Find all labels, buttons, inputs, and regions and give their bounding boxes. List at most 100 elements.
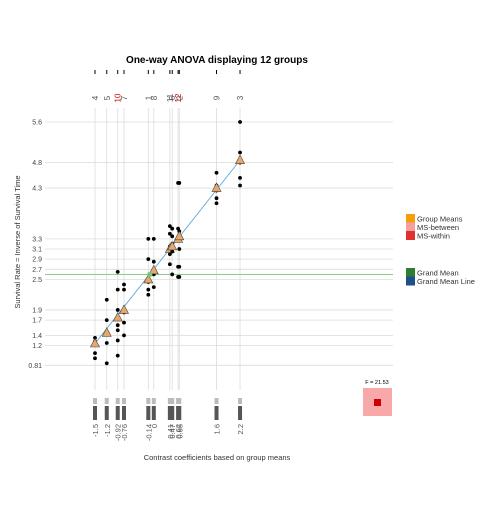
y-tick-label: 2.7 bbox=[32, 267, 42, 274]
group-mean-marker bbox=[113, 313, 122, 322]
data-point bbox=[116, 328, 120, 332]
data-point bbox=[105, 298, 109, 302]
data-point bbox=[177, 275, 181, 279]
spread-bar-upper bbox=[152, 398, 156, 404]
y-tick-label: 0.81 bbox=[28, 363, 42, 370]
x-contrast-label: 0.65 bbox=[175, 424, 184, 439]
data-point bbox=[122, 321, 126, 325]
spread-bar-upper bbox=[215, 398, 219, 404]
y-tick-label: 1.2 bbox=[32, 343, 42, 350]
data-point bbox=[116, 288, 120, 292]
y-tick-label: 2.5 bbox=[32, 277, 42, 284]
spread-bar-upper bbox=[122, 398, 126, 404]
point-layer bbox=[91, 120, 245, 365]
spread-bar-lower bbox=[215, 406, 219, 420]
data-point bbox=[238, 184, 242, 188]
ms-within-square bbox=[374, 399, 381, 406]
x-contrast-label: -1.2 bbox=[103, 424, 112, 437]
spread-bar-lower bbox=[93, 406, 97, 420]
group-mean-marker bbox=[120, 305, 129, 314]
f-statistic-box: F = 21.53 bbox=[363, 380, 392, 416]
y-tick-label: 3.1 bbox=[32, 247, 42, 254]
data-point bbox=[238, 120, 242, 124]
data-point bbox=[177, 247, 181, 251]
data-point bbox=[116, 354, 120, 358]
spread-bar-upper bbox=[238, 398, 242, 404]
spread-bar-upper bbox=[93, 398, 97, 404]
group-top-label: 8 bbox=[150, 95, 159, 100]
spread-bar-lower bbox=[152, 406, 156, 420]
group-mean-marker bbox=[236, 155, 245, 164]
x-axis-label: Contrast coefficients based on group mea… bbox=[144, 453, 291, 462]
spread-bar-upper bbox=[105, 398, 109, 404]
spread-bar-lower bbox=[105, 406, 109, 420]
data-point bbox=[170, 227, 174, 231]
spread-bar-lower bbox=[146, 406, 150, 420]
group-top-label: 2 bbox=[175, 95, 184, 100]
data-point bbox=[170, 234, 174, 238]
group-top-label: 4 bbox=[91, 95, 100, 100]
data-point bbox=[146, 257, 150, 261]
data-point bbox=[116, 308, 120, 312]
spread-bar-upper bbox=[146, 398, 150, 404]
group-top-label: 7 bbox=[120, 95, 129, 100]
legend-label: MS-within bbox=[417, 232, 450, 241]
x-contrast-label: 0 bbox=[150, 424, 159, 428]
data-point bbox=[116, 323, 120, 327]
data-point bbox=[122, 333, 126, 337]
y-tick-label: 3.3 bbox=[32, 236, 42, 243]
data-point bbox=[146, 237, 150, 241]
data-point bbox=[238, 151, 242, 155]
x-contrast-label: 2.2 bbox=[236, 424, 245, 434]
chart-title: One-way ANOVA displaying 12 groups bbox=[126, 55, 308, 66]
data-point bbox=[122, 288, 126, 292]
data-point bbox=[146, 293, 150, 297]
data-point bbox=[238, 176, 242, 180]
data-point bbox=[116, 270, 120, 274]
f-statistic-label: F = 21.53 bbox=[365, 380, 388, 386]
legend-swatch bbox=[406, 223, 415, 232]
y-tick-label: 2.9 bbox=[32, 257, 42, 264]
grand-mean-point bbox=[147, 272, 152, 277]
data-point bbox=[177, 265, 181, 269]
data-point bbox=[170, 273, 174, 277]
spread-bar-lower bbox=[116, 406, 120, 420]
legend-swatch bbox=[406, 268, 415, 277]
x-contrast-label: 1.6 bbox=[213, 424, 222, 434]
x-contrast-label: -0.76 bbox=[120, 424, 129, 441]
data-point bbox=[152, 260, 156, 264]
data-point bbox=[215, 196, 219, 200]
data-point bbox=[105, 341, 109, 345]
legend-swatch bbox=[406, 231, 415, 240]
spread-bar-lower bbox=[177, 406, 181, 420]
data-point bbox=[168, 262, 172, 266]
group-mean-marker bbox=[212, 183, 221, 192]
label-layer: 0.81 1.2 1.4 1.7 1.9 2.5 2.7 2.9 3.1 3.3 4.3 4.8 5.6… bbox=[28, 70, 245, 441]
data-point bbox=[152, 237, 156, 241]
data-point bbox=[105, 361, 109, 365]
legend-label: Grand Mean Line bbox=[417, 277, 475, 286]
data-point bbox=[215, 201, 219, 205]
spread-bar-lower bbox=[170, 406, 174, 420]
group-top-label: 5 bbox=[103, 95, 112, 100]
y-tick-label: 1.4 bbox=[32, 333, 42, 340]
y-axis-label: Survival Rate = Inverse of Survival Time bbox=[13, 175, 22, 308]
spread-bar-upper bbox=[170, 398, 174, 404]
legend-swatch bbox=[406, 277, 415, 286]
x-contrast-label: -1.5 bbox=[91, 424, 100, 437]
data-point bbox=[215, 171, 219, 175]
data-point bbox=[93, 351, 97, 355]
spread-bar-upper bbox=[177, 398, 181, 404]
data-point bbox=[177, 181, 181, 185]
spread-bar-lower bbox=[238, 406, 242, 420]
y-tick-label: 1.7 bbox=[32, 318, 42, 325]
legend-swatch bbox=[406, 214, 415, 223]
spread-bar-lower bbox=[122, 406, 126, 420]
data-point bbox=[146, 288, 150, 292]
y-tick-label: 1.9 bbox=[32, 307, 42, 314]
data-point bbox=[93, 356, 97, 360]
group-top-label: 3 bbox=[236, 95, 245, 100]
